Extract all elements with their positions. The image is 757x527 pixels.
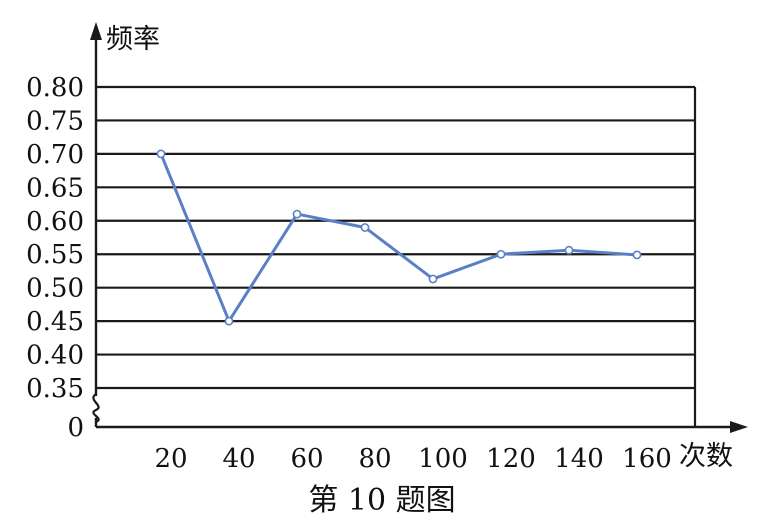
y-tick-label: 0.65 bbox=[26, 173, 84, 203]
x-tick-label: 60 bbox=[290, 444, 323, 474]
grid-lines bbox=[96, 85, 695, 390]
axis-break-gap bbox=[92, 396, 100, 418]
y-tick-label: 0.35 bbox=[26, 374, 84, 404]
x-tick-label: 140 bbox=[554, 444, 604, 474]
data-point bbox=[564, 245, 574, 255]
y-tick-label: 0.40 bbox=[26, 341, 84, 371]
data-point bbox=[156, 149, 166, 159]
y-tick-label: 0.50 bbox=[26, 274, 84, 304]
x-tick-label: 80 bbox=[358, 444, 391, 474]
y-tick-label: 0.75 bbox=[26, 106, 84, 136]
x-tick-label: 100 bbox=[418, 444, 468, 474]
x-axis-label: 次数 bbox=[679, 441, 733, 472]
data-point bbox=[224, 316, 234, 326]
x-tick-label: 40 bbox=[222, 444, 255, 474]
data-point bbox=[632, 250, 642, 260]
x-tick-labels: 20 40 60 80 100 120 140 160 bbox=[154, 444, 671, 474]
y-tick-label: 0.45 bbox=[26, 307, 84, 337]
x-tick-label: 20 bbox=[154, 444, 187, 474]
data-point bbox=[292, 209, 302, 219]
y-tick-labels: 0.350.40 0.450.50 0.550.60 0.650.70 0.750.80… bbox=[26, 73, 84, 443]
x-axis-arrow bbox=[730, 421, 748, 433]
data-point bbox=[428, 274, 438, 284]
axis-break-mark bbox=[92, 393, 100, 424]
y-tick-label: 0.55 bbox=[26, 240, 84, 270]
series-line bbox=[159, 153, 638, 323]
x-tick-label: 120 bbox=[486, 444, 536, 474]
x-tick-label: 160 bbox=[622, 444, 672, 474]
axes bbox=[90, 22, 748, 433]
data-series bbox=[156, 149, 642, 326]
y-axis-arrow bbox=[90, 22, 102, 40]
data-point bbox=[496, 249, 506, 259]
data-point bbox=[360, 223, 370, 232]
y-origin-label: 0 bbox=[67, 413, 84, 443]
y-tick-label: 0.80 bbox=[26, 73, 84, 103]
figure-caption: 第 10 题图 bbox=[308, 483, 455, 518]
y-axis-label: 频率 bbox=[106, 24, 160, 55]
y-tick-label: 0.60 bbox=[26, 207, 84, 237]
y-tick-label: 0.70 bbox=[26, 140, 84, 170]
